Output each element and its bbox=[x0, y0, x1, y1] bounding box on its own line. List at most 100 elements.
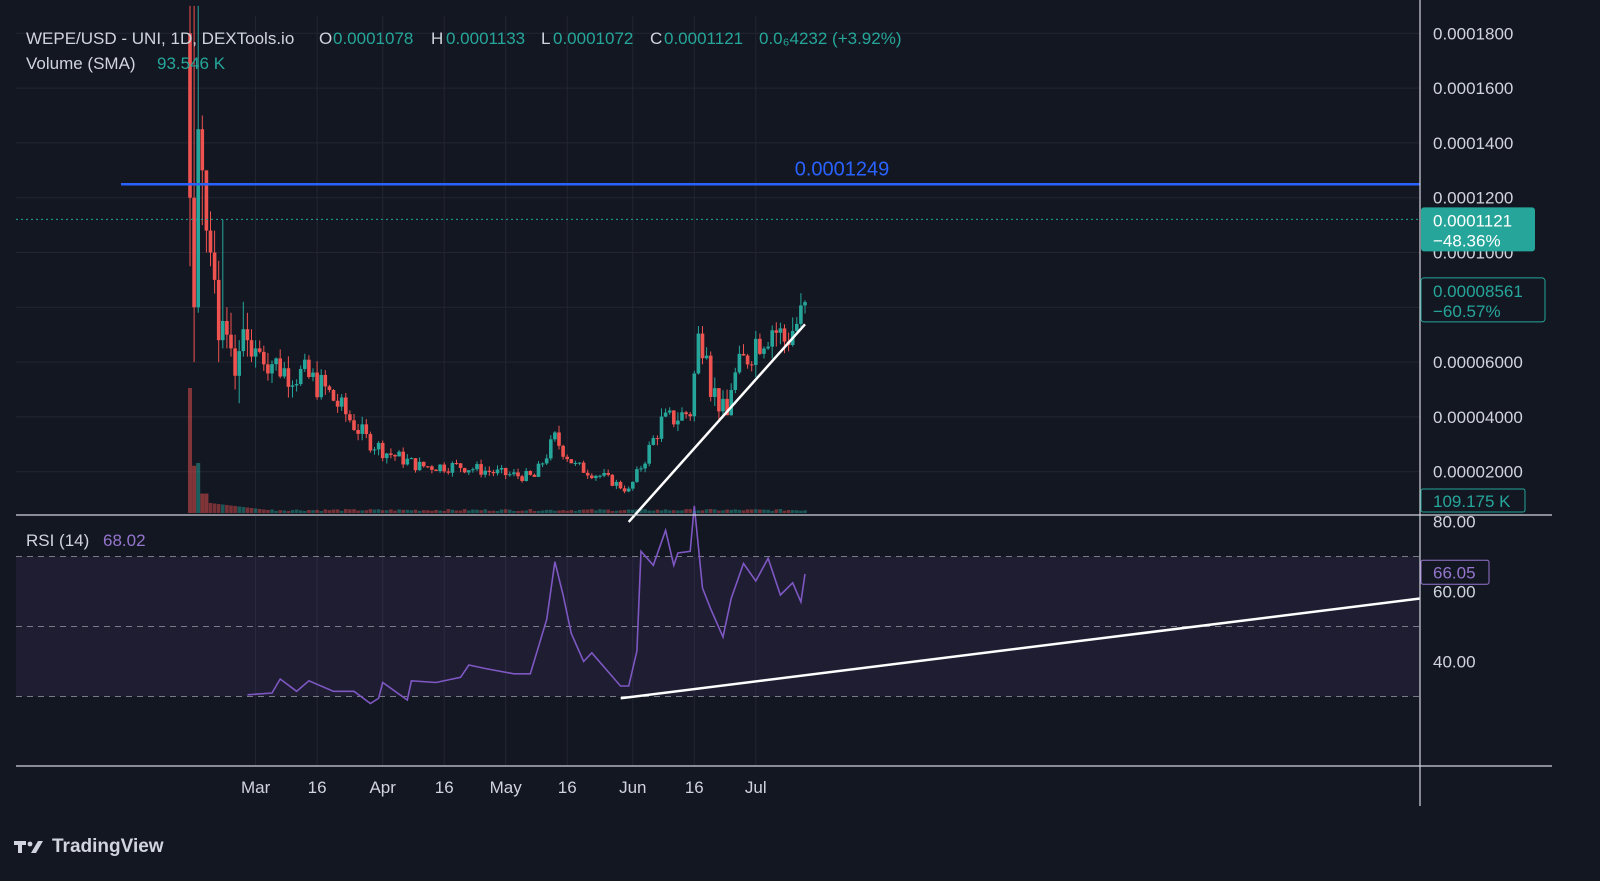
candle-body[interactable] bbox=[266, 364, 270, 374]
candle-body[interactable] bbox=[766, 346, 770, 349]
candle-body[interactable] bbox=[573, 463, 578, 465]
secondary-price-marker[interactable] bbox=[1420, 277, 1546, 323]
candle-body[interactable] bbox=[561, 445, 565, 457]
candle-body[interactable] bbox=[397, 451, 401, 457]
tradingview-logo[interactable]: TradingView bbox=[14, 836, 164, 858]
candle-body[interactable] bbox=[290, 385, 295, 387]
candle-body[interactable] bbox=[385, 453, 389, 459]
candle-body[interactable] bbox=[249, 340, 254, 357]
candle-body[interactable] bbox=[200, 129, 205, 171]
candle-body[interactable] bbox=[475, 464, 479, 470]
candle-body[interactable] bbox=[672, 410, 676, 425]
candle-body[interactable] bbox=[667, 410, 672, 413]
candle-body[interactable] bbox=[471, 469, 475, 471]
candle-body[interactable] bbox=[335, 400, 340, 407]
candle-body[interactable] bbox=[331, 389, 336, 401]
candle-body[interactable] bbox=[282, 368, 287, 377]
candle-body[interactable] bbox=[503, 468, 508, 476]
candle-body[interactable] bbox=[356, 429, 360, 434]
candle-body[interactable] bbox=[491, 471, 496, 474]
candle-body[interactable] bbox=[286, 368, 291, 387]
candle-body[interactable] bbox=[446, 471, 451, 473]
candle-body[interactable] bbox=[257, 348, 262, 352]
candle-body[interactable] bbox=[512, 472, 516, 475]
candle-body[interactable] bbox=[614, 481, 619, 486]
candle-body[interactable] bbox=[741, 353, 746, 356]
candle-body[interactable] bbox=[479, 464, 483, 475]
candle-body[interactable] bbox=[323, 374, 328, 387]
candle-body[interactable] bbox=[713, 388, 717, 397]
candle-body[interactable] bbox=[516, 472, 520, 477]
candle-body[interactable] bbox=[426, 466, 430, 468]
candlestick-series[interactable] bbox=[188, 5, 807, 494]
candle-body[interactable] bbox=[643, 463, 647, 469]
candle-body[interactable] bbox=[294, 384, 299, 386]
candle-body[interactable] bbox=[327, 386, 332, 390]
candle-body[interactable] bbox=[758, 338, 762, 354]
candle-body[interactable] bbox=[598, 475, 602, 477]
candle-body[interactable] bbox=[270, 364, 274, 374]
candle-body[interactable] bbox=[647, 444, 651, 464]
candle-body[interactable] bbox=[450, 463, 455, 473]
candle-body[interactable] bbox=[774, 330, 779, 333]
candle-body[interactable] bbox=[393, 454, 397, 457]
candle-body[interactable] bbox=[307, 359, 311, 378]
candle-body[interactable] bbox=[438, 464, 442, 472]
candle-body[interactable] bbox=[729, 389, 733, 416]
candle-body[interactable] bbox=[303, 359, 307, 369]
candle-body[interactable] bbox=[635, 469, 639, 482]
candle-body[interactable] bbox=[618, 481, 623, 489]
rsi-line[interactable] bbox=[247, 505, 806, 705]
candle-body[interactable] bbox=[536, 463, 541, 477]
candle-body[interactable] bbox=[676, 420, 680, 425]
candle-body[interactable] bbox=[717, 388, 721, 412]
candle-body[interactable] bbox=[430, 466, 434, 470]
candle-body[interactable] bbox=[508, 474, 512, 476]
candle-body[interactable] bbox=[409, 458, 414, 460]
candle-body[interactable] bbox=[770, 330, 774, 347]
candle-body[interactable] bbox=[754, 338, 758, 365]
candle-body[interactable] bbox=[663, 412, 668, 417]
candle-body[interactable] bbox=[376, 442, 381, 450]
candle-body[interactable] bbox=[216, 279, 221, 341]
candle-body[interactable] bbox=[204, 170, 209, 231]
candle-body[interactable] bbox=[549, 439, 553, 459]
candle-body[interactable] bbox=[639, 468, 643, 470]
candle-body[interactable] bbox=[708, 355, 713, 397]
candle-body[interactable] bbox=[696, 333, 701, 374]
candle-body[interactable] bbox=[610, 474, 615, 486]
candle-body[interactable] bbox=[434, 469, 438, 472]
candle-body[interactable] bbox=[540, 463, 545, 465]
candle-body[interactable] bbox=[524, 470, 528, 481]
candle-body[interactable] bbox=[553, 432, 557, 440]
candle-body[interactable] bbox=[795, 323, 799, 331]
candle-body[interactable] bbox=[229, 334, 233, 349]
candle-body[interactable] bbox=[606, 472, 610, 475]
candle-body[interactable] bbox=[655, 438, 660, 440]
candle-body[interactable] bbox=[745, 355, 750, 365]
candle-body[interactable] bbox=[233, 348, 237, 376]
candle-body[interactable] bbox=[262, 351, 266, 365]
candle-body[interactable] bbox=[799, 305, 803, 324]
candle-body[interactable] bbox=[368, 434, 373, 451]
candle-body[interactable] bbox=[212, 252, 217, 280]
candle-body[interactable] bbox=[688, 414, 692, 417]
last-price-marker[interactable] bbox=[1421, 207, 1535, 252]
candle-body[interactable] bbox=[241, 329, 246, 352]
candle-body[interactable] bbox=[483, 470, 487, 475]
candle-body[interactable] bbox=[221, 321, 225, 341]
candle-body[interactable] bbox=[278, 358, 282, 377]
candle-body[interactable] bbox=[544, 458, 549, 464]
candle-body[interactable] bbox=[626, 488, 631, 492]
candle-body[interactable] bbox=[192, 197, 196, 308]
candle-body[interactable] bbox=[725, 398, 729, 416]
candle-body[interactable] bbox=[631, 481, 635, 489]
candle-body[interactable] bbox=[344, 397, 348, 415]
candle-body[interactable] bbox=[208, 230, 213, 253]
candle-body[interactable] bbox=[245, 329, 250, 341]
candle-body[interactable] bbox=[380, 442, 385, 459]
candle-body[interactable] bbox=[680, 412, 684, 421]
candle-body[interactable] bbox=[704, 355, 709, 359]
candle-body[interactable] bbox=[462, 468, 467, 473]
